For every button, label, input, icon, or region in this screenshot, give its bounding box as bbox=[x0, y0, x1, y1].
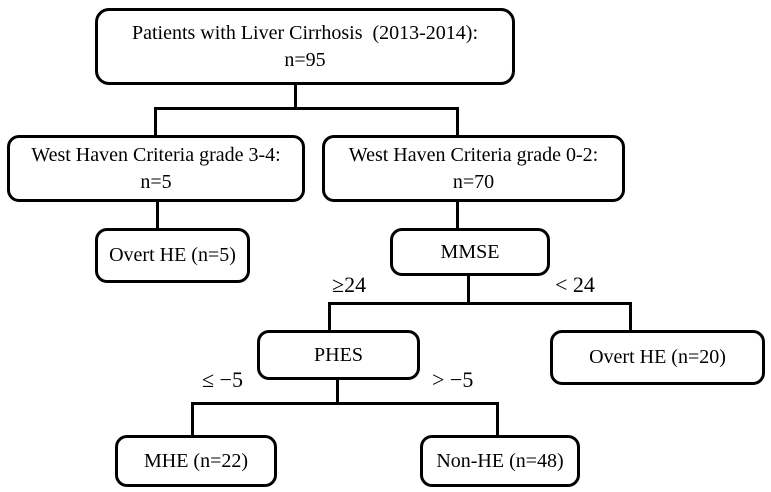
node-west-haven-grade-3-4: West Haven Criteria grade 3-4: n=5 bbox=[7, 135, 305, 202]
connector-nonhe-up bbox=[496, 402, 499, 435]
connector-phes-up bbox=[328, 302, 331, 330]
branch-label-mmse-ge24: ≥24 bbox=[330, 272, 369, 298]
connector-mhe-up bbox=[191, 402, 194, 435]
connector-grade02-to-mmse bbox=[456, 202, 459, 228]
node-mmse: MMSE bbox=[390, 228, 550, 276]
connector-grade34-to-overt5 bbox=[156, 202, 159, 228]
node-west-haven-grade-3-4-line1: West Haven Criteria grade 3-4: bbox=[31, 143, 281, 166]
node-west-haven-grade-0-2: West Haven Criteria grade 0-2: n=70 bbox=[322, 135, 625, 202]
node-overt-he-5: Overt HE (n=5) bbox=[95, 228, 250, 283]
node-phes: PHES bbox=[257, 330, 420, 380]
connector-phes-branch-horizontal bbox=[191, 402, 499, 405]
node-overt-he-5-label: Overt HE (n=5) bbox=[109, 244, 236, 266]
node-west-haven-grade-0-2-line2: n=70 bbox=[452, 170, 495, 193]
node-mmse-label: MMSE bbox=[440, 240, 500, 263]
connector-overt20-up bbox=[629, 302, 632, 330]
connector-row2-horizontal bbox=[154, 107, 459, 110]
node-phes-label: PHES bbox=[314, 343, 363, 366]
node-mhe: MHE (n=22) bbox=[115, 435, 277, 487]
branch-label-phes-le-minus5: ≤ −5 bbox=[200, 367, 245, 393]
node-overt-he-20: Overt HE (n=20) bbox=[550, 330, 765, 385]
branch-label-phes-gt-minus5: > −5 bbox=[430, 367, 476, 393]
connector-mmse-down bbox=[467, 276, 470, 305]
node-patients-root: Patients with Liver Cirrhosis (2013-2014… bbox=[95, 8, 515, 85]
connector-mmse-branch-horizontal bbox=[328, 302, 632, 305]
node-patients-root-line1: Patients with Liver Cirrhosis (2013-2014… bbox=[131, 21, 479, 44]
connector-grade02-up bbox=[456, 107, 459, 135]
branch-label-mmse-lt24: < 24 bbox=[553, 272, 597, 298]
node-non-he-label: Non-HE (n=48) bbox=[436, 449, 564, 472]
node-overt-he-20-label: Overt HE (n=20) bbox=[589, 346, 726, 368]
connector-grade34-up bbox=[154, 107, 157, 135]
node-non-he: Non-HE (n=48) bbox=[420, 435, 580, 487]
node-west-haven-grade-0-2-line1: West Haven Criteria grade 0-2: bbox=[348, 143, 599, 166]
node-west-haven-grade-3-4-line2: n=5 bbox=[140, 170, 172, 193]
node-patients-root-line2: n=95 bbox=[284, 48, 326, 71]
node-mhe-label: MHE (n=22) bbox=[143, 449, 249, 472]
connector-root-down bbox=[294, 85, 297, 110]
connector-phes-down bbox=[336, 380, 339, 405]
